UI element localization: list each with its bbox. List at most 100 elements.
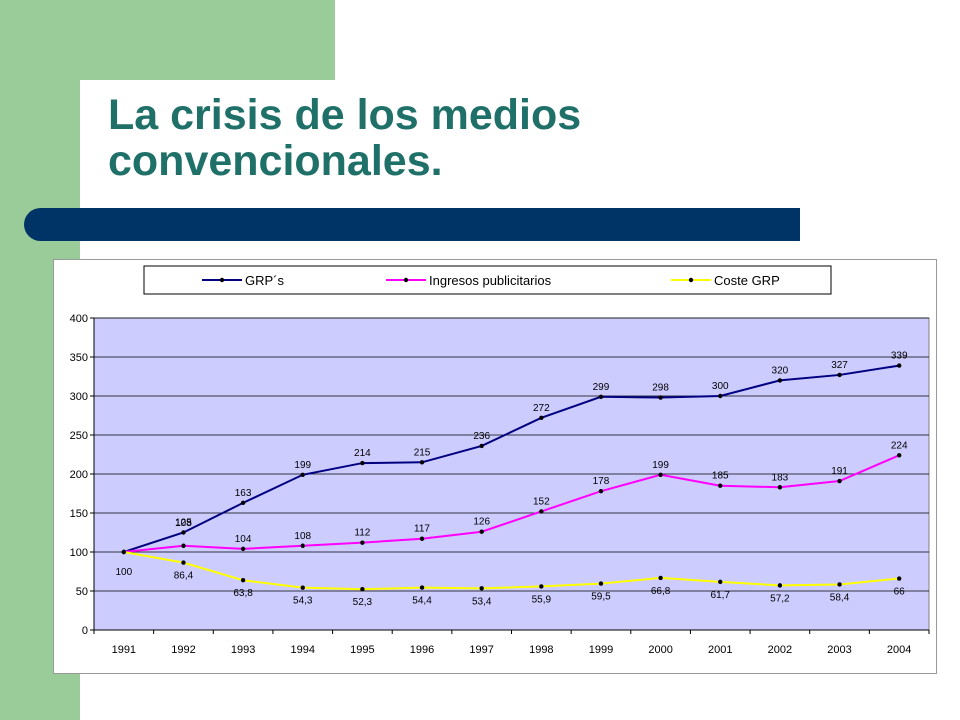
point-s1-2001 bbox=[718, 483, 723, 488]
data-label-s0-1994: 199 bbox=[294, 460, 311, 471]
x-tick-label-1999: 1999 bbox=[589, 644, 613, 656]
data-label-s1-1993: 104 bbox=[235, 534, 252, 545]
point-s1-2004 bbox=[896, 453, 902, 458]
data-label-s1-1998: 152 bbox=[533, 496, 550, 507]
data-label-s2-1997: 53,4 bbox=[472, 596, 492, 607]
data-label-s1-2003: 191 bbox=[831, 466, 848, 477]
point-s1-1997 bbox=[479, 529, 484, 534]
series-line-2 bbox=[123, 551, 900, 591]
data-label-s1-1992: 108 bbox=[175, 518, 192, 529]
data-label-s2-2004: 66 bbox=[894, 587, 906, 598]
point-s2-1999 bbox=[598, 581, 604, 586]
x-tick-label-1994: 1994 bbox=[291, 644, 315, 656]
y-tick-label-250: 250 bbox=[70, 430, 88, 442]
point-s0-1996 bbox=[419, 460, 425, 465]
data-label-s2-2001: 61,7 bbox=[711, 590, 731, 601]
data-label-s0-2004: 339 bbox=[891, 351, 908, 362]
data-label-s0-1992: 125 bbox=[175, 518, 192, 529]
data-label-s1-1996: 117 bbox=[414, 524, 430, 535]
point-s2-1991 bbox=[121, 549, 127, 555]
y-tick-label-200: 200 bbox=[70, 469, 88, 481]
x-tick-label-1995: 1995 bbox=[350, 644, 374, 656]
slide-title-line-2: convencionales. bbox=[108, 137, 443, 185]
data-label-s2-2000: 66,8 bbox=[651, 586, 671, 597]
data-label-s0-2002: 320 bbox=[772, 365, 789, 376]
point-s2-2002 bbox=[777, 583, 783, 588]
data-label-s1-1997: 126 bbox=[473, 517, 490, 528]
data-label-s1-2002: 183 bbox=[772, 472, 789, 483]
point-s0-1992 bbox=[181, 530, 186, 535]
data-label-s1-2001: 185 bbox=[712, 471, 729, 482]
x-tick-label-2001: 2001 bbox=[708, 644, 732, 656]
y-tick-label-350: 350 bbox=[70, 352, 88, 364]
point-s0-2003 bbox=[837, 372, 842, 378]
point-s2-2000 bbox=[658, 575, 663, 581]
y-tick-label-100: 100 bbox=[70, 547, 88, 559]
point-s1-2002 bbox=[777, 485, 783, 490]
point-s0-2000 bbox=[658, 395, 663, 400]
data-label-s0-2003: 327 bbox=[831, 360, 848, 371]
point-s2-1996 bbox=[419, 585, 425, 590]
point-s2-2003 bbox=[837, 582, 842, 587]
point-s1-1992 bbox=[181, 543, 186, 548]
data-label-s0-1999: 299 bbox=[593, 382, 610, 393]
x-tick-label-2004: 2004 bbox=[887, 644, 911, 656]
x-tick-label-2000: 2000 bbox=[648, 644, 672, 656]
point-s1-1998 bbox=[539, 509, 544, 514]
point-s0-1997 bbox=[479, 443, 484, 449]
point-s0-2002 bbox=[777, 378, 783, 383]
x-tick-label-2003: 2003 bbox=[827, 644, 851, 656]
point-s1-1996 bbox=[419, 536, 425, 541]
legend-label-2: Coste GRP bbox=[714, 273, 780, 288]
data-label-s0-1997: 236 bbox=[473, 431, 490, 442]
point-s0-2004 bbox=[896, 363, 902, 368]
data-label-s0-1991: 100 bbox=[115, 567, 132, 578]
y-tick-label-50: 50 bbox=[76, 586, 88, 598]
legend-marker-0 bbox=[219, 277, 225, 283]
point-s0-1999 bbox=[598, 394, 604, 399]
data-label-s0-1998: 272 bbox=[533, 403, 550, 414]
point-s0-2001 bbox=[718, 393, 723, 399]
y-tick-label-300: 300 bbox=[70, 391, 88, 403]
point-s2-1995 bbox=[360, 587, 365, 592]
point-s0-1995 bbox=[360, 460, 365, 466]
point-s2-1998 bbox=[539, 584, 544, 589]
data-label-s2-1995: 52,3 bbox=[353, 597, 373, 608]
line-chart: 0 50 100 150 200 250 300 350 400 1991 1992 1993 1994… bbox=[70, 265, 930, 656]
x-tick-label-1996: 1996 bbox=[410, 644, 434, 656]
point-s2-1997 bbox=[479, 586, 484, 591]
data-label-s2-2003: 58,4 bbox=[830, 592, 850, 603]
data-label-s2-1996: 54,4 bbox=[412, 596, 432, 607]
x-tick-label-2002: 2002 bbox=[768, 644, 792, 656]
chart-container: 0 50 100 150 200 250 300 350 400 1991 1992 1993 1994… bbox=[53, 259, 937, 674]
data-label-s0-2000: 298 bbox=[652, 383, 669, 394]
point-s1-2003 bbox=[837, 478, 842, 484]
data-label-s1-2004: 224 bbox=[891, 440, 908, 451]
data-label-s0-1993: 163 bbox=[235, 488, 252, 499]
data-label-s0-2001: 300 bbox=[712, 381, 729, 392]
title-underline-bar bbox=[24, 208, 800, 241]
point-s2-2004 bbox=[896, 576, 902, 581]
legend-label-0: GRP´s bbox=[245, 273, 285, 288]
point-s2-1994 bbox=[300, 585, 305, 590]
data-label-s1-1994: 108 bbox=[294, 531, 311, 542]
y-tick-label-400: 400 bbox=[70, 313, 88, 325]
point-s1-1995 bbox=[360, 540, 365, 545]
top-green-block bbox=[80, 0, 335, 80]
x-tick-label-1993: 1993 bbox=[231, 644, 255, 656]
legend-label-1: Ingresos publicitarios bbox=[429, 273, 552, 288]
data-label-s1-1999: 178 bbox=[593, 476, 610, 487]
point-s2-2001 bbox=[718, 579, 723, 585]
data-label-s2-1992: 86,4 bbox=[174, 571, 194, 582]
point-s0-1993 bbox=[240, 500, 246, 506]
legend-box bbox=[143, 265, 832, 295]
data-label-s1-1995: 112 bbox=[354, 528, 370, 539]
point-s0-1998 bbox=[539, 415, 544, 421]
y-tick-label-150: 150 bbox=[70, 508, 88, 520]
x-tick-label-1992: 1992 bbox=[171, 644, 195, 656]
slide-title-line-1: La crisis de los medios bbox=[108, 91, 582, 139]
data-label-s2-1994: 54,3 bbox=[293, 596, 313, 607]
series-line-1 bbox=[123, 454, 900, 553]
data-label-s0-1995: 214 bbox=[354, 448, 371, 459]
data-label-s2-2002: 57,2 bbox=[770, 593, 790, 604]
